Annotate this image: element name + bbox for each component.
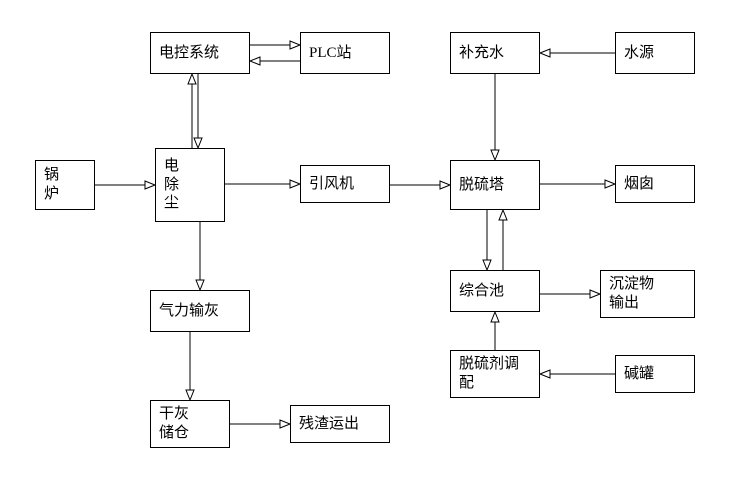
node-silo: 干灰 储仓 bbox=[150, 400, 230, 448]
node-reagent: 脱硫剂调 配 bbox=[450, 350, 540, 398]
node-label: 沉淀物 输出 bbox=[609, 275, 654, 313]
node-tower: 脱硫塔 bbox=[450, 160, 540, 210]
arrowhead-icon bbox=[499, 210, 507, 220]
arrowhead-icon bbox=[196, 280, 204, 290]
arrowhead-icon bbox=[491, 150, 499, 160]
flowchart-canvas: 电控系统 PLC站 补充水 水源锅 炉 电 除 尘 引风机 脱硫塔 烟囱气力输灰 综合池 沉淀物 … bbox=[0, 0, 732, 500]
arrowhead-icon bbox=[483, 260, 491, 270]
node-label: 干灰 储仓 bbox=[159, 405, 189, 443]
node-label: 脱硫剂调 配 bbox=[459, 355, 519, 393]
node-plc: PLC站 bbox=[300, 32, 390, 74]
node-boiler: 锅 炉 bbox=[35, 160, 95, 210]
node-pool: 综合池 bbox=[450, 270, 540, 312]
node-watersrc: 水源 bbox=[615, 32, 695, 74]
arrowhead-icon bbox=[250, 57, 260, 65]
arrowhead-icon bbox=[540, 370, 550, 378]
node-label: 残渣运出 bbox=[299, 415, 359, 434]
node-residue: 残渣运出 bbox=[290, 405, 390, 443]
arrowhead-icon bbox=[491, 312, 499, 322]
arrowhead-icon bbox=[605, 180, 615, 188]
node-label: 脱硫塔 bbox=[459, 176, 504, 195]
node-label: 综合池 bbox=[459, 282, 504, 301]
node-label: 电 除 尘 bbox=[164, 157, 179, 213]
arrowhead-icon bbox=[290, 180, 300, 188]
node-label: 补充水 bbox=[459, 44, 504, 63]
node-label: 碱罐 bbox=[624, 365, 654, 384]
node-supplywater: 补充水 bbox=[450, 32, 540, 74]
arrowhead-icon bbox=[590, 290, 600, 298]
arrowhead-icon bbox=[194, 138, 202, 148]
arrowhead-icon bbox=[540, 49, 550, 57]
node-alkali: 碱罐 bbox=[615, 355, 695, 393]
arrowhead-icon bbox=[188, 74, 196, 84]
node-label: PLC站 bbox=[309, 44, 352, 63]
node-label: 锅 炉 bbox=[44, 166, 59, 204]
node-label: 气力输灰 bbox=[159, 302, 219, 321]
node-ash: 气力输灰 bbox=[150, 290, 250, 332]
arrowhead-icon bbox=[280, 420, 290, 428]
arrowhead-icon bbox=[440, 181, 450, 189]
node-chimney: 烟囱 bbox=[615, 165, 695, 203]
node-label: 电控系统 bbox=[159, 44, 219, 63]
node-label: 水源 bbox=[624, 44, 654, 63]
node-econtrol: 电控系统 bbox=[150, 32, 250, 74]
arrowhead-icon bbox=[145, 181, 155, 189]
arrowhead-icon bbox=[290, 41, 300, 49]
node-fan: 引风机 bbox=[300, 165, 390, 203]
node-label: 烟囱 bbox=[624, 175, 654, 194]
node-esp: 电 除 尘 bbox=[155, 148, 225, 222]
node-label: 引风机 bbox=[309, 175, 354, 194]
node-sediment: 沉淀物 输出 bbox=[600, 270, 695, 318]
arrowhead-icon bbox=[186, 390, 194, 400]
